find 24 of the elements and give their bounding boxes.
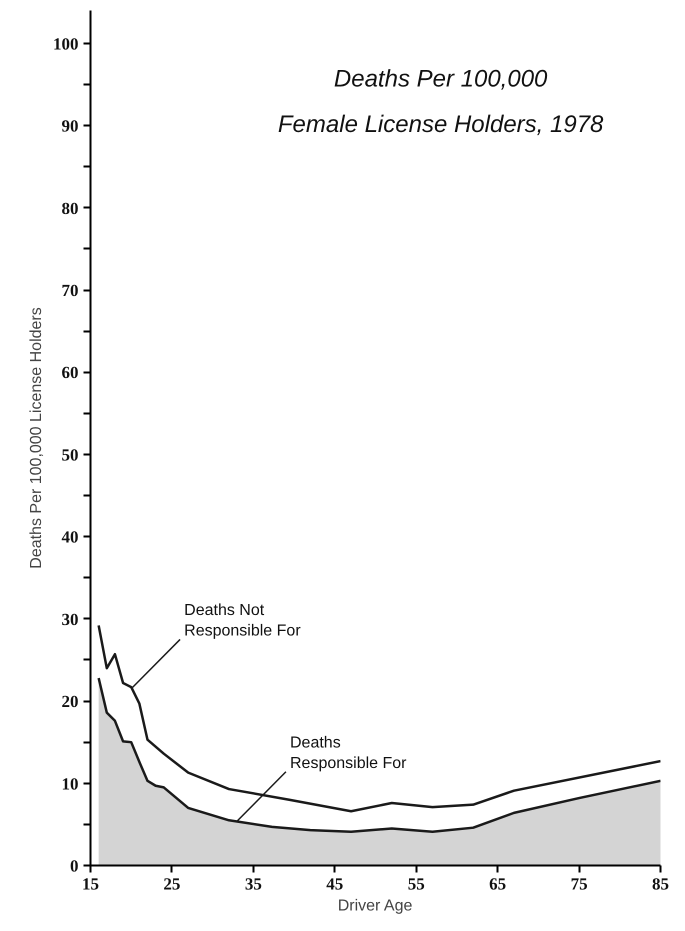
x-tick-label: 25: [163, 874, 180, 894]
x-tick-label: 65: [489, 874, 506, 894]
y-tick-label: 70: [62, 281, 78, 300]
y-tick-label: 30: [62, 610, 78, 629]
x-tick-label: 85: [652, 874, 669, 894]
y-tick-label: 10: [62, 774, 78, 794]
y-tick-label: 50: [62, 445, 78, 464]
x-tick-label: 35: [244, 874, 262, 894]
x-axis-title: Driver Age: [338, 898, 413, 914]
y-tick-label: 0: [70, 856, 78, 876]
y-tick-label: 90: [62, 116, 78, 136]
y-tick-label: 40: [62, 528, 78, 547]
y-tick-label: 60: [62, 363, 78, 382]
x-tick-label: 75: [570, 874, 588, 894]
y-tick-label: 20: [62, 692, 78, 712]
x-tick-label: 55: [408, 874, 425, 894]
y-axis-title: Deaths Per 100,000 License Holders: [28, 307, 45, 569]
x-tick-label: 15: [82, 874, 99, 894]
x-tick-label: 45: [326, 874, 344, 894]
annotation: Deaths Not Responsible For: [184, 602, 302, 640]
y-tick-label: 100: [53, 34, 78, 54]
y-tick-label: 80: [62, 198, 78, 218]
text: Deaths Per 100,000 Female License Holders, 1978: [278, 66, 604, 138]
annotation: Deaths Responsible For: [290, 734, 408, 772]
